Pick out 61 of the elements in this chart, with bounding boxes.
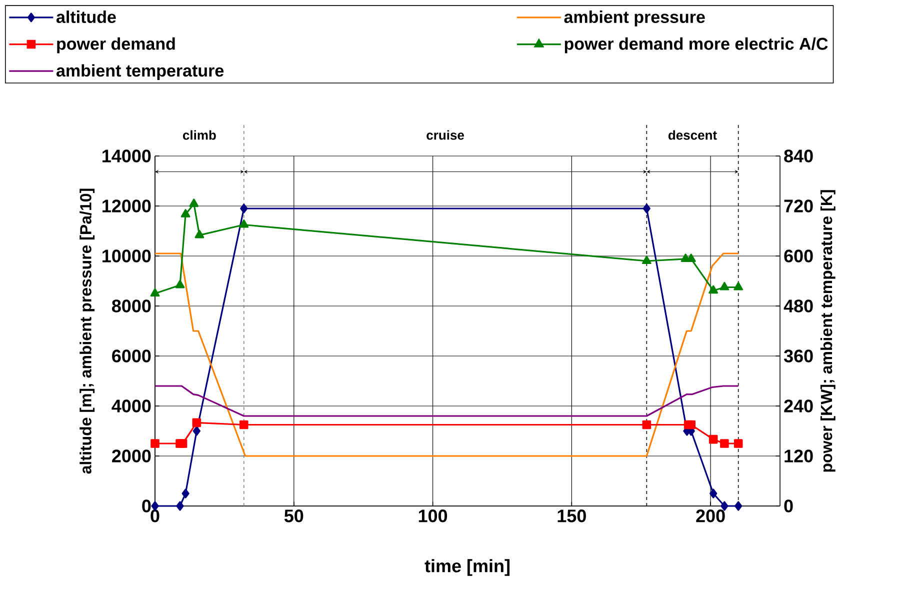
text: climb — [182, 130, 216, 140]
point — [720, 282, 730, 290]
y-tick-label: 6000 — [112, 350, 151, 362]
point — [734, 282, 744, 290]
point — [194, 230, 204, 238]
legend-label: ambient pressure — [564, 10, 705, 26]
y-tick-label: 14000 — [102, 150, 151, 162]
y2-tick-label: 0 — [784, 500, 793, 512]
point — [240, 204, 248, 214]
point — [642, 204, 650, 214]
x-tick-label: 50 — [284, 510, 304, 522]
point — [239, 219, 249, 228]
text: cruise — [426, 130, 464, 140]
y2-tick-label: 720 — [784, 200, 813, 212]
y-tick-label: 4000 — [112, 400, 151, 412]
point — [642, 256, 652, 264]
y2-tick-label: 120 — [784, 450, 813, 462]
y-tick-label: 8000 — [112, 300, 151, 312]
point — [734, 501, 742, 511]
point — [192, 418, 202, 428]
y2-axis-title: power [KW]; ambient temperature [K] — [820, 190, 836, 472]
point — [175, 280, 185, 288]
y2-tick-label: 360 — [784, 350, 813, 362]
point — [720, 501, 728, 511]
y-tick-label: 10000 — [102, 250, 151, 262]
point — [708, 434, 718, 444]
point — [642, 420, 652, 430]
legend-label: power demand — [57, 37, 175, 54]
x-tick-label: 0 — [150, 510, 160, 522]
point — [150, 439, 160, 448]
y2-tick-label: 840 — [784, 150, 813, 162]
point — [708, 285, 718, 294]
line-series — [154, 385, 740, 417]
x-tick-label: 100 — [418, 510, 448, 522]
point — [710, 488, 718, 498]
point — [189, 198, 199, 207]
x-tick-label: 200 — [696, 510, 725, 522]
point — [176, 501, 184, 511]
point — [192, 426, 200, 436]
y-tick-label: 12000 — [102, 200, 151, 212]
y-tick-label: 2000 — [112, 450, 151, 462]
point — [720, 439, 729, 448]
point — [182, 488, 190, 498]
y2-tick-label: 600 — [784, 250, 813, 262]
y-tick-label: 0 — [142, 500, 151, 512]
point — [239, 420, 248, 430]
point — [734, 439, 743, 448]
point — [686, 420, 696, 430]
legend-label: altitude — [56, 10, 116, 24]
point — [180, 209, 190, 218]
y2-tick-label: 240 — [784, 400, 813, 412]
legend-label: ambient temperature — [56, 64, 224, 80]
line-series — [154, 252, 740, 457]
text: descent — [668, 130, 717, 140]
point — [178, 439, 188, 448]
legend-label: power demand more electric A/C — [564, 37, 828, 54]
y2-tick-label: 480 — [784, 300, 813, 312]
y-axis-title: altitude [m]; ambient pressure [Pa/10] — [80, 188, 95, 474]
x-tick-label: 150 — [558, 510, 586, 522]
x-axis-title: time [min] — [424, 559, 510, 576]
point — [150, 288, 160, 297]
